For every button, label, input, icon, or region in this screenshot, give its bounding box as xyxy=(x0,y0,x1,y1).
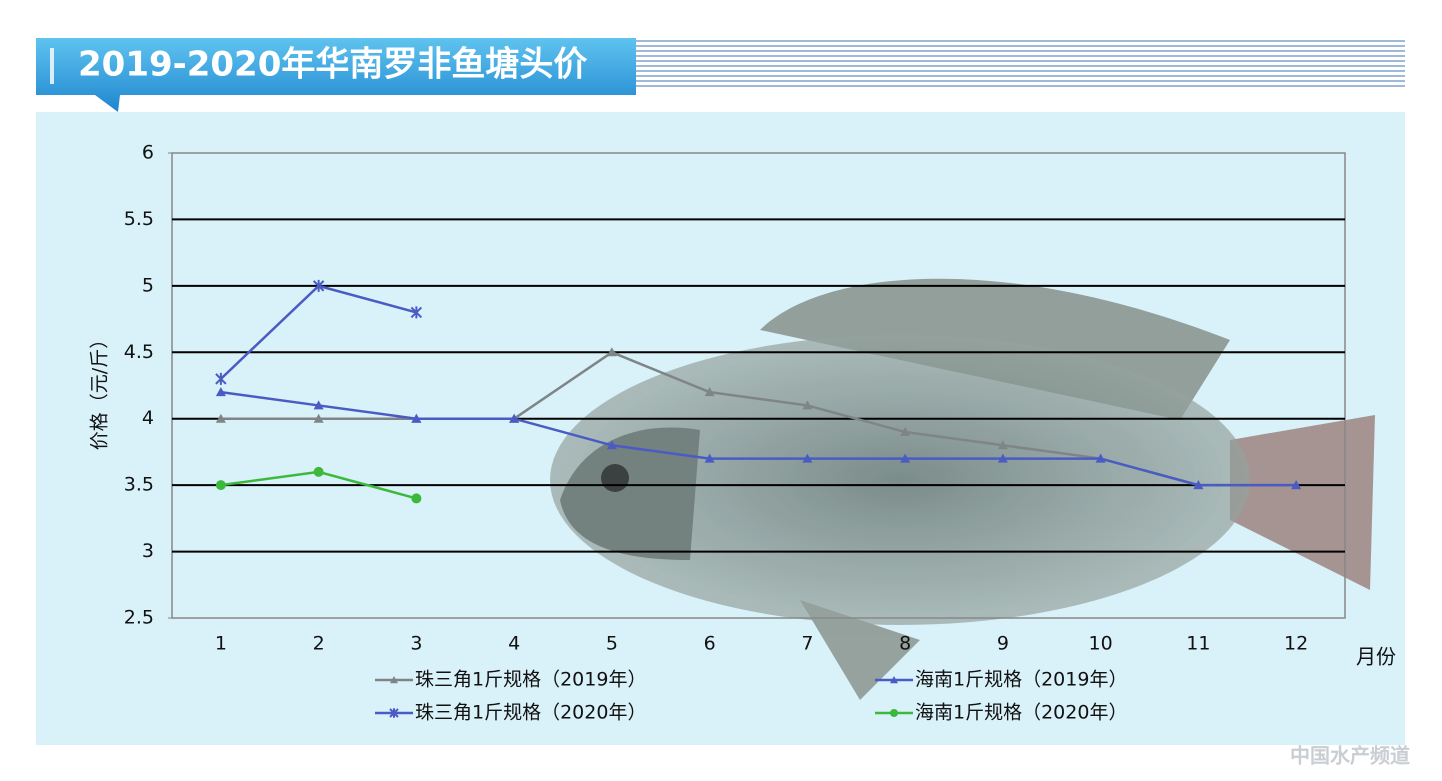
marker xyxy=(215,413,226,423)
legend-label: 珠三角1斤规格（2020年） xyxy=(415,702,646,724)
series xyxy=(215,279,423,385)
x-tick-label: 4 xyxy=(508,633,520,655)
marker xyxy=(215,480,226,491)
marker xyxy=(1095,453,1106,463)
plot-border xyxy=(171,152,1346,619)
marker xyxy=(900,427,911,436)
series xyxy=(215,387,1302,490)
x-axis-label: 月份 xyxy=(1356,645,1396,669)
marker xyxy=(1193,480,1204,490)
y-tick-label: 4.5 xyxy=(124,341,154,363)
x-tick-label: 6 xyxy=(704,633,716,655)
legend-label: 珠三角1斤规格（2019年） xyxy=(415,669,646,691)
marker xyxy=(890,676,898,684)
y-tick-label: 5 xyxy=(142,274,154,296)
marker xyxy=(802,453,813,463)
watermark: 中国水产频道 xyxy=(1290,744,1410,768)
marker xyxy=(215,372,227,385)
marker xyxy=(997,440,1008,450)
marker xyxy=(890,709,898,717)
marker xyxy=(802,400,813,410)
x-tick-label: 1 xyxy=(215,633,227,655)
marker xyxy=(312,279,325,292)
y-tick-label: 6 xyxy=(142,142,154,164)
title-stripes xyxy=(636,40,1405,88)
x-tick-label: 12 xyxy=(1284,633,1308,655)
marker xyxy=(389,708,399,718)
title-decoration xyxy=(50,48,54,84)
x-tick-label: 2 xyxy=(313,633,325,655)
y-axis-label: 价格（元/斤） xyxy=(89,330,111,450)
marker xyxy=(313,400,324,410)
y-tick-label: 3 xyxy=(142,540,154,562)
x-tick-label: 9 xyxy=(997,633,1009,655)
x-tick-label: 10 xyxy=(1089,633,1113,655)
marker xyxy=(900,453,911,463)
series-line xyxy=(220,390,1297,487)
marker xyxy=(704,453,715,463)
marker xyxy=(215,387,226,397)
marker xyxy=(997,453,1008,463)
marker xyxy=(704,387,715,397)
marker xyxy=(1291,480,1302,490)
marker xyxy=(509,413,520,423)
x-tick-label: 8 xyxy=(899,633,911,655)
x-tick-label: 3 xyxy=(410,633,422,655)
x-tick-label: 11 xyxy=(1186,633,1210,655)
marker xyxy=(411,413,422,423)
marker xyxy=(606,347,617,357)
x-tick-label: 5 xyxy=(606,633,618,655)
marker xyxy=(313,466,324,477)
title-bar xyxy=(36,38,636,112)
marker xyxy=(606,440,617,450)
series xyxy=(215,466,422,504)
y-tick-label: 2.5 xyxy=(124,607,154,629)
y-tick-label: 3.5 xyxy=(124,474,154,496)
marker xyxy=(313,413,324,423)
title: 2019-2020年华南罗非鱼塘头价 xyxy=(78,45,587,85)
legend-label: 海南1斤规格（2019年） xyxy=(915,669,1127,691)
x-tick-label: 7 xyxy=(801,633,813,655)
marker xyxy=(410,306,423,319)
legend-label: 海南1斤规格（2020年） xyxy=(915,702,1127,724)
y-tick-label: 5.5 xyxy=(124,208,154,230)
marker xyxy=(390,676,398,684)
y-tick-label: 4 xyxy=(142,407,154,429)
marker xyxy=(411,493,422,504)
